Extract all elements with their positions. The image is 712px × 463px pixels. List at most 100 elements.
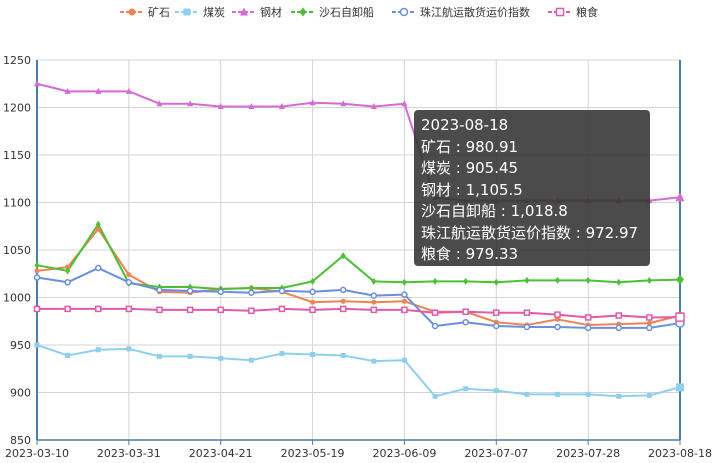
data-point	[65, 267, 71, 275]
legend-label: 煤炭	[203, 6, 225, 19]
data-point	[125, 87, 132, 94]
data-point	[309, 288, 316, 296]
legend-item[interactable]: 钢材	[232, 5, 282, 19]
data-point	[554, 311, 561, 318]
data-point	[401, 357, 407, 363]
data-point	[33, 274, 41, 281]
data-point	[616, 278, 622, 286]
data-point	[248, 289, 255, 296]
data-point	[371, 358, 377, 364]
data-point	[523, 323, 531, 331]
data-point	[616, 393, 622, 399]
data-point	[339, 286, 347, 294]
data-point	[94, 264, 102, 272]
y-tick-label: 950	[10, 339, 31, 352]
data-point	[125, 305, 133, 313]
data-point	[431, 309, 439, 316]
data-point	[463, 277, 469, 285]
data-point	[126, 346, 132, 352]
legend-label: 沙石自卸船	[319, 5, 374, 19]
data-point	[187, 353, 193, 359]
data-point	[34, 261, 40, 269]
data-point	[33, 305, 41, 313]
tooltip-line: 煤炭 : 905.45	[421, 159, 519, 177]
legend-item[interactable]: 粮食	[548, 5, 598, 19]
data-point	[401, 291, 408, 298]
legend-label: 钢材	[260, 5, 282, 19]
legend-item[interactable]: 煤炭	[175, 6, 225, 19]
data-point	[676, 383, 684, 392]
data-point	[585, 391, 591, 397]
data-point	[646, 314, 653, 321]
legend-item[interactable]: 沙石自卸船	[291, 5, 374, 19]
y-tick-label: 1150	[3, 149, 31, 162]
tooltip: 2023-08-18 矿石 : 980.91 煤炭 : 905.45 钢材 : …	[414, 110, 650, 266]
x-tick-label: 2023-03-10	[5, 447, 69, 460]
data-point	[646, 320, 652, 326]
data-point	[462, 318, 469, 326]
data-point	[95, 226, 101, 232]
data-point	[340, 100, 347, 107]
data-point	[278, 103, 285, 110]
data-point	[431, 322, 439, 330]
data-point	[126, 272, 132, 278]
data-point	[555, 391, 561, 397]
y-tick-label: 1250	[3, 54, 31, 67]
x-tick-label: 2023-04-21	[189, 447, 253, 460]
data-point	[401, 298, 407, 304]
legend[interactable]: 矿石 煤炭 钢材 沙石自卸船 珠江航运散货运价指数 粮食	[120, 5, 598, 19]
axes: 850 900 950 1000 1050 1100 1150 1200 1250 2023-03…	[3, 54, 712, 460]
data-point	[34, 342, 40, 348]
data-point	[156, 306, 163, 314]
data-point	[34, 80, 40, 87]
series-line	[36, 267, 681, 329]
y-tick-label: 1050	[3, 244, 31, 257]
data-point	[340, 298, 346, 304]
data-point	[615, 312, 623, 319]
data-point	[523, 309, 531, 316]
legend-item[interactable]: 矿石	[120, 6, 170, 19]
data-point	[401, 278, 407, 286]
data-point	[95, 220, 101, 228]
data-point	[310, 277, 316, 285]
data-point	[156, 100, 163, 107]
y-tick-label: 1100	[3, 197, 31, 210]
data-point	[584, 324, 592, 332]
data-point	[94, 305, 102, 313]
data-point	[646, 392, 652, 398]
data-point	[371, 277, 377, 285]
data-point	[555, 316, 561, 322]
data-point	[125, 279, 133, 286]
data-point	[493, 322, 500, 330]
data-point	[65, 264, 71, 270]
data-point	[64, 87, 71, 94]
data-point	[278, 287, 286, 295]
data-point	[615, 324, 623, 332]
legend-marker	[299, 7, 307, 17]
data-point	[371, 299, 377, 305]
legend-marker	[555, 7, 565, 17]
data-point	[463, 386, 469, 392]
data-point	[310, 299, 316, 305]
legend-item[interactable]: 珠江航运散货运价指数	[392, 5, 530, 19]
data-point	[279, 351, 285, 357]
data-point	[340, 252, 346, 260]
data-point	[217, 288, 224, 296]
y-tick-label: 900	[10, 387, 31, 400]
data-point	[524, 276, 530, 284]
data-point	[64, 279, 71, 286]
data-point	[339, 305, 347, 313]
data-point	[493, 309, 500, 316]
data-point	[340, 352, 346, 358]
x-tick-label: 2023-07-07	[464, 447, 528, 460]
data-point	[585, 276, 591, 284]
legend-label: 珠江航运散货运价指数	[420, 5, 530, 19]
data-point	[370, 292, 378, 299]
data-point	[156, 353, 162, 359]
tooltip-line: 钢材 : 1,105.5	[421, 180, 523, 199]
data-point	[309, 99, 316, 106]
data-point	[309, 306, 316, 314]
y-tick-label: 1200	[3, 102, 31, 115]
legend-marker	[183, 8, 191, 16]
data-point	[675, 312, 685, 322]
